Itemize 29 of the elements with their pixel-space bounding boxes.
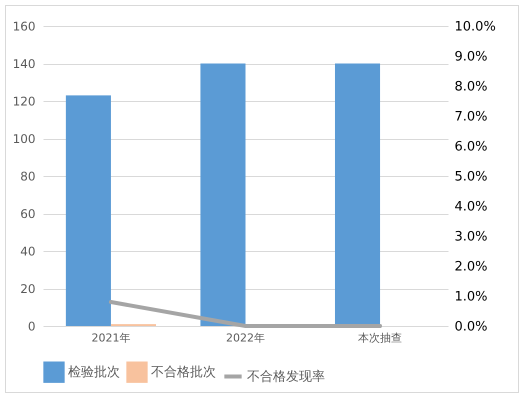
y2-tick-label: 0.0% <box>454 320 488 334</box>
x-tick-label: 2022年 <box>226 332 265 344</box>
y-tick-label: 40 <box>20 244 36 258</box>
y-tick-label: 160 <box>12 20 36 34</box>
y2-tick-label: 9.0% <box>454 50 488 64</box>
y2-tick-label: 2.0% <box>454 260 488 274</box>
y2-tick-label: 8.0% <box>454 80 488 94</box>
y-tick-label: 140 <box>12 57 36 71</box>
y2-tick-label: 4.0% <box>454 200 488 214</box>
y-tick-label: 0 <box>28 320 36 334</box>
y2-tick-label: 6.0% <box>454 140 488 154</box>
x-tick-label: 本次抽查 <box>358 332 402 344</box>
x-tick-label: 2021年 <box>91 332 130 344</box>
y-tick-label: 20 <box>20 282 36 296</box>
legend-label: 不合格发现率 <box>247 368 325 384</box>
y-tick-label: 60 <box>20 207 36 221</box>
y-tick-label: 100 <box>12 132 36 146</box>
y-tick-label: 80 <box>20 170 36 184</box>
bar <box>66 95 111 326</box>
y2-tick-label: 7.0% <box>454 110 488 124</box>
y2-tick-label: 3.0% <box>454 230 488 244</box>
y-tick-label: 120 <box>12 94 36 108</box>
y2-tick-label: 10.0% <box>454 20 496 34</box>
y2-tick-label: 5.0% <box>454 170 488 184</box>
legend-label: 检验批次 <box>68 365 120 380</box>
legend-label: 不合格批次 <box>151 365 216 380</box>
y2-tick-label: 1.0% <box>454 290 488 304</box>
bar <box>334 64 380 326</box>
bar <box>200 64 246 326</box>
